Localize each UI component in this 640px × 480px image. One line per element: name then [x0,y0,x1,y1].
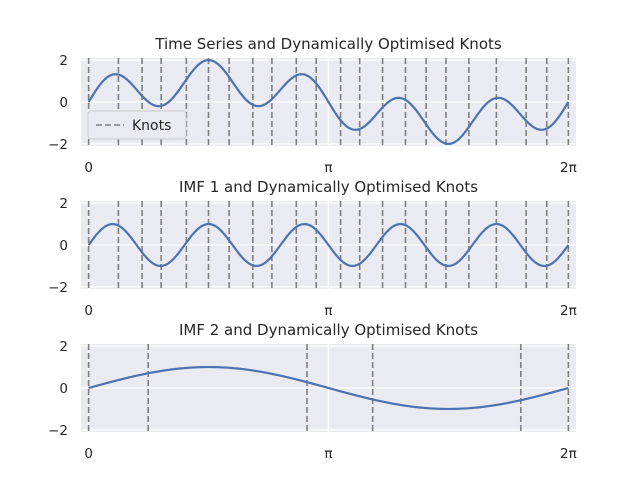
legend-frame [87,110,187,140]
subplot-1: Time Series and Dynamically Optimised Kn… [48,35,577,176]
x-tick-label: π [324,446,332,462]
y-tick-label: 0 [59,95,68,111]
chart-title: IMF 1 and Dynamically Optimised Knots [179,178,478,196]
y-tick-label: 2 [59,339,68,355]
chart-title: Time Series and Dynamically Optimised Kn… [154,35,502,53]
series-line [87,59,570,145]
x-tick-label: π [324,160,332,176]
series-line [87,222,570,268]
legend-label: Knots [132,118,171,134]
x-tick-label: 0 [84,160,93,176]
y-tick-label: −2 [48,280,68,296]
y-tick-label: −2 [48,423,68,439]
x-tick-label: 2π [560,303,577,319]
y-tick-label: 0 [59,238,68,254]
y-tick-label: 2 [59,196,68,212]
x-tick-label: 2π [560,160,577,176]
subplot-3: IMF 2 and Dynamically Optimised Knots20−… [48,321,577,462]
chart-title: IMF 2 and Dynamically Optimised Knots [179,321,478,339]
legend: Knots [87,110,187,140]
y-tick-label: −2 [48,137,68,153]
y-tick-label: 2 [59,53,68,69]
y-tick-label: 0 [59,381,68,397]
subplot-2: IMF 1 and Dynamically Optimised Knots20−… [48,178,577,319]
x-tick-label: π [324,303,332,319]
x-tick-label: 0 [84,446,93,462]
series-line [88,365,569,411]
x-tick-label: 2π [560,446,577,462]
x-tick-label: 0 [84,303,93,319]
